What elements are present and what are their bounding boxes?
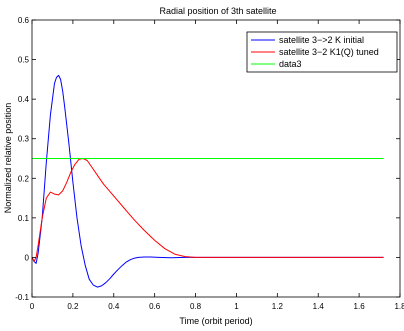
x-axis-label: Time (orbit period) [179, 316, 252, 326]
legend-label: satellite 3−>2 K initial [279, 35, 364, 45]
x-tick-label: 0.8 [190, 302, 202, 311]
x-tick-label: 1.2 [272, 302, 284, 311]
y-tick-label: 0.5 [18, 56, 30, 65]
tick-layer: 0 0.2 0.4 0.6 0.8 1 1.2 1.4 1.6 1.8-0.100.10.20.3… [15, 16, 404, 311]
legend: satellite 3−>2 K initial satellite 3−2 K… [246, 31, 398, 73]
legend-label: data3 [279, 59, 302, 69]
y-tick-label: 0.2 [18, 174, 30, 183]
chart-title: Radial position of 3th satellite [159, 6, 276, 16]
plot-layer [31, 74, 384, 288]
x-tick-label: 1 [234, 302, 239, 311]
series-line [31, 74, 384, 288]
y-axis-label: Normalized relative position [3, 103, 13, 214]
series-line [31, 158, 384, 262]
x-tick-label: 0.2 [67, 302, 79, 311]
axes-box [31, 19, 401, 298]
x-tick-label: 1.4 [313, 302, 325, 311]
x-tick-label: 1.8 [394, 302, 404, 311]
x-tick-label: 1.6 [354, 302, 366, 311]
y-tick-label: 0.3 [18, 135, 30, 144]
x-tick-label: 0 [30, 302, 35, 311]
legend-label: satellite 3−2 K1(Q) tuned [279, 47, 379, 57]
y-tick-label: 0.1 [18, 214, 30, 223]
y-tick-label: 0.6 [18, 16, 30, 25]
x-tick-label: 0.4 [108, 302, 120, 311]
x-tick-label: 0.6 [149, 302, 161, 311]
y-tick-label: 0 [25, 253, 30, 262]
y-tick-label: -0.1 [15, 293, 29, 302]
y-tick-label: 0.4 [18, 95, 30, 104]
